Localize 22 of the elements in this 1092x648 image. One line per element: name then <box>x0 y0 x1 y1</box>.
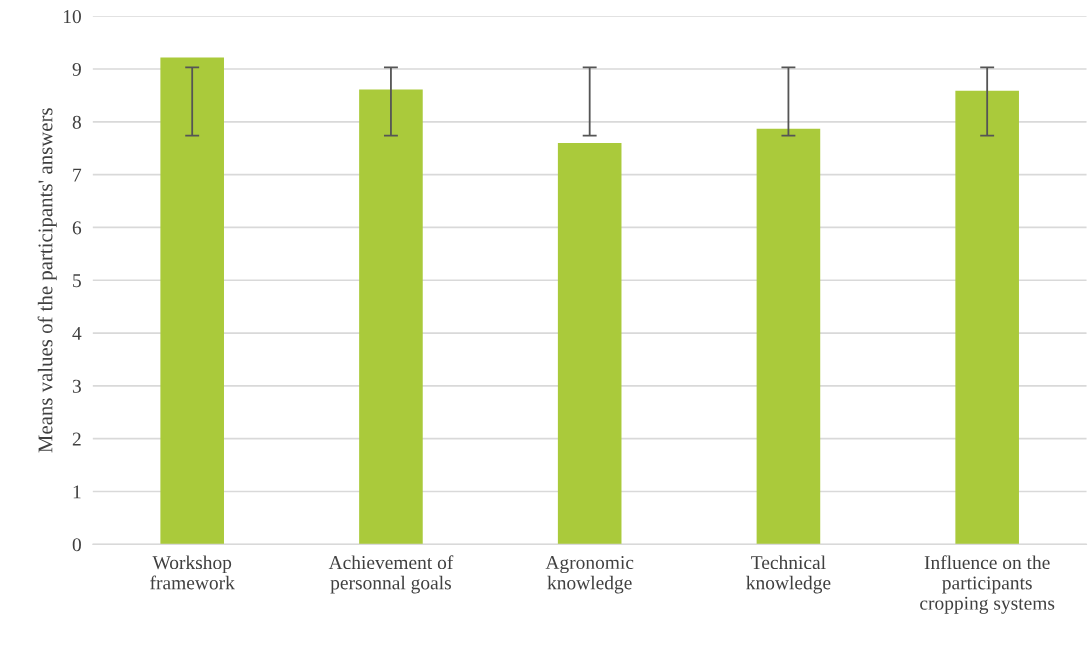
y-tick-label: 6 <box>72 221 82 235</box>
y-tick-label: 10 <box>63 10 81 24</box>
y-tick-label: 2 <box>72 432 81 446</box>
y-tick-label: 8 <box>72 115 81 129</box>
x-tick-label: Achievement of personnal goals <box>328 555 454 594</box>
y-tick-label: 9 <box>72 62 81 76</box>
y-tick-label: 0 <box>72 538 81 552</box>
y-tick-label: 3 <box>72 379 81 393</box>
y-tick-label: 4 <box>72 327 82 340</box>
bar <box>557 142 622 545</box>
x-tick-label: Influence on the participants cropping systems <box>920 555 1055 614</box>
bar <box>756 128 821 545</box>
y-tick-label: 1 <box>73 485 81 499</box>
y-tick-label: 5 <box>73 274 81 288</box>
x-tick-label: Workshop framework <box>150 555 235 590</box>
bar <box>160 57 224 545</box>
bar <box>359 89 423 545</box>
x-tick-label: Agronomic knowledge <box>545 555 634 594</box>
y-tick-label: 7 <box>73 168 82 182</box>
bar <box>955 90 1019 545</box>
x-tick-label: Technical knowledge <box>746 555 831 594</box>
y-axis-title: Means values of the participants' answers <box>37 108 57 453</box>
